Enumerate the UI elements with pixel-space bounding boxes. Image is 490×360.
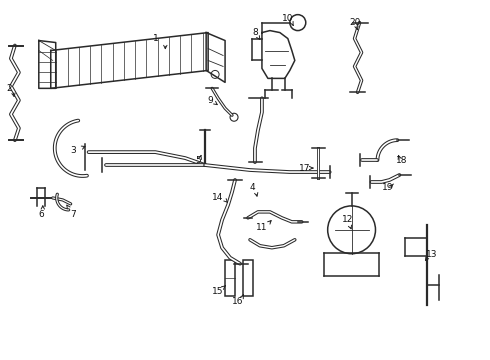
- Text: 2: 2: [6, 84, 12, 93]
- Text: 9: 9: [207, 96, 213, 105]
- Circle shape: [328, 206, 375, 254]
- Text: 11: 11: [256, 223, 268, 232]
- Text: 20: 20: [349, 18, 360, 27]
- Text: 10: 10: [282, 14, 294, 23]
- Text: 14: 14: [213, 193, 224, 202]
- Text: 15: 15: [212, 287, 224, 296]
- Text: 13: 13: [425, 250, 437, 259]
- Bar: [243, 260, 253, 296]
- Bar: [225, 260, 235, 296]
- Text: 16: 16: [232, 297, 244, 306]
- Text: 18: 18: [395, 156, 407, 165]
- Text: 8: 8: [252, 28, 258, 37]
- Text: 4: 4: [249, 184, 255, 193]
- Text: 19: 19: [382, 184, 393, 193]
- Text: 17: 17: [299, 163, 311, 172]
- Text: 5: 5: [196, 156, 201, 165]
- Text: 6: 6: [38, 210, 44, 219]
- Text: 12: 12: [342, 215, 353, 224]
- Text: 3: 3: [70, 145, 75, 154]
- Text: 7: 7: [70, 210, 75, 219]
- Text: 1: 1: [152, 34, 158, 43]
